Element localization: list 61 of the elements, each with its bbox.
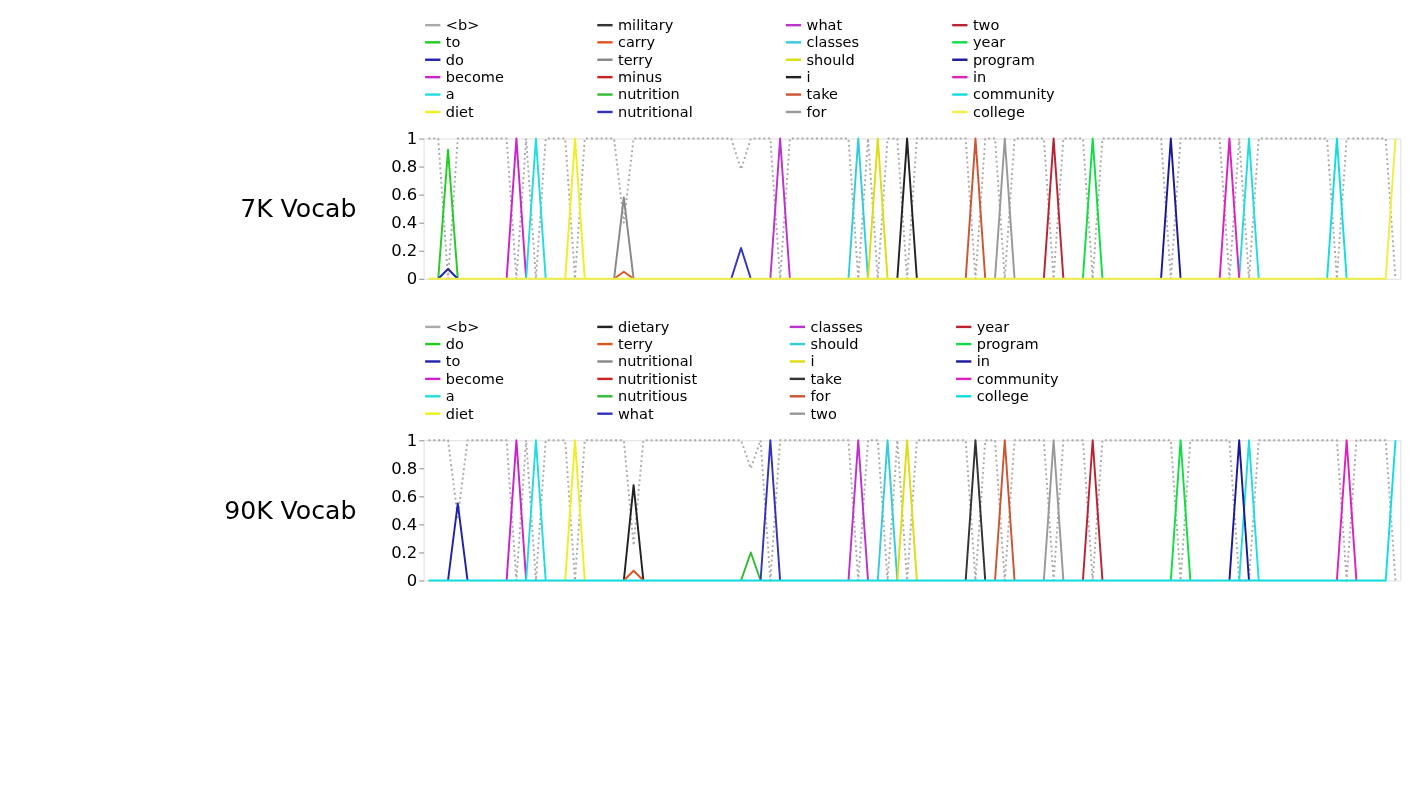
- legend-label: terry: [617, 51, 654, 68]
- legend-label: nutrition: [617, 86, 680, 103]
- legend-label: take: [806, 86, 839, 103]
- legend-label: do: [445, 335, 465, 352]
- legend-label: college: [976, 388, 1029, 405]
- legend-label: year: [976, 318, 1010, 335]
- legend-label: military: [617, 17, 674, 33]
- y-tick-label: 0: [406, 269, 418, 289]
- legend-label: dietary: [617, 318, 670, 335]
- legend-label: take: [810, 370, 842, 387]
- legend-label: do: [445, 51, 465, 68]
- legend-label: year: [972, 34, 1006, 51]
- legend-label: diet: [445, 103, 474, 120]
- legend-label: become: [445, 68, 504, 85]
- y-tick-label: 0.8: [391, 458, 418, 478]
- y-axis-title: 7K Vocab: [240, 193, 357, 223]
- legend-label: what: [806, 17, 843, 33]
- legend-label: college: [972, 103, 1025, 120]
- legend-label: two: [972, 17, 1000, 33]
- legend-label: become: [445, 370, 504, 387]
- legend-label: should: [806, 51, 855, 68]
- legend-label: carry: [617, 34, 656, 51]
- legend-label: should: [810, 335, 859, 352]
- y-tick-label: 0.8: [391, 156, 418, 176]
- legend-label: what: [617, 405, 654, 422]
- y-tick-label: 0.6: [391, 486, 418, 506]
- y-tick-label: 1: [406, 128, 418, 148]
- legend-label: a: [445, 86, 455, 103]
- y-tick-label: 1: [406, 430, 418, 450]
- legend-label: nutritious: [617, 388, 688, 405]
- legend-label: community: [972, 86, 1056, 103]
- legend-label: program: [972, 51, 1035, 68]
- y-tick-label: 0.2: [391, 542, 418, 562]
- y-tick-label: 0: [406, 570, 418, 590]
- y-axis-title: 90K Vocab: [224, 495, 357, 525]
- legend-label: classes: [806, 34, 860, 51]
- legend-label: <b>: [445, 318, 480, 335]
- legend-label: two: [810, 405, 837, 422]
- legend-label: diet: [445, 405, 474, 422]
- legend-label: program: [976, 335, 1039, 352]
- legend-label: i: [810, 353, 815, 370]
- legend-label: to: [445, 34, 461, 51]
- legend-label: nutritional: [617, 103, 693, 120]
- legend-label: <b>: [445, 17, 480, 33]
- legend-label: in: [972, 68, 987, 85]
- y-tick-label: 0.4: [391, 514, 418, 534]
- legend-label: terry: [617, 335, 654, 352]
- legend-label: classes: [810, 318, 863, 335]
- legend-label: a: [445, 388, 455, 405]
- y-tick-label: 0.6: [391, 184, 418, 204]
- legend-label: i: [806, 68, 811, 85]
- legend-label: in: [976, 353, 990, 370]
- legend-label: nutritionist: [617, 370, 698, 387]
- legend-label: community: [976, 370, 1059, 387]
- legend-label: minus: [617, 68, 663, 85]
- legend-label: to: [445, 353, 461, 370]
- y-tick-label: 0.2: [391, 241, 418, 261]
- legend-label: for: [810, 388, 831, 405]
- legend-label: nutritional: [617, 353, 693, 370]
- legend-label: for: [806, 103, 827, 120]
- y-tick-label: 0.4: [391, 213, 418, 233]
